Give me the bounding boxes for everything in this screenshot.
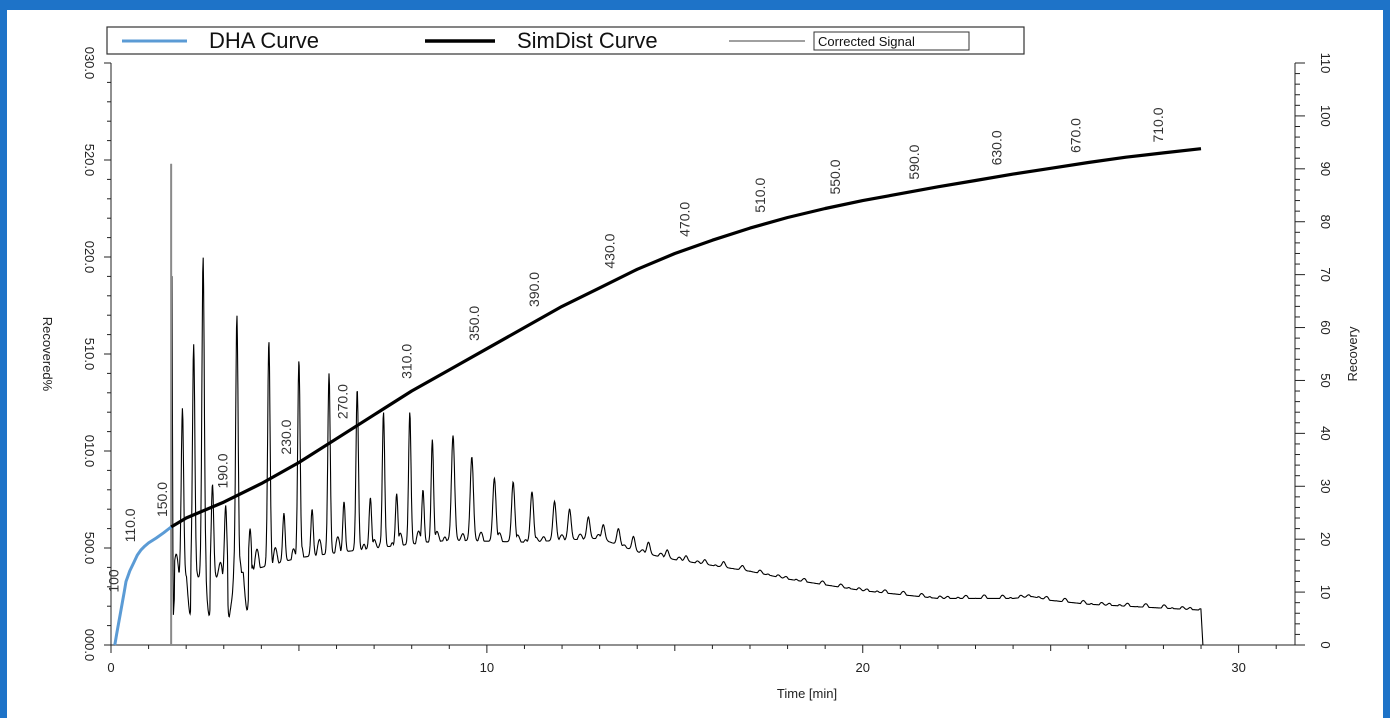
chart-window: DHA Curve SimDist Curve Corrected Signal…	[7, 10, 1383, 718]
axes: 0 10 20 30000.0500.0010.0510.0020.0520.0030…	[82, 47, 1333, 675]
legend-label-simdist: SimDist Curve	[517, 28, 658, 53]
y-left-tick-label: 020.0	[82, 241, 97, 274]
y-right-tick-label: 40	[1318, 426, 1333, 440]
legend-label-corrected: Corrected Signal	[818, 34, 915, 49]
y-right-tick-label: 0	[1318, 641, 1333, 648]
simdist-curve-line	[170, 147, 1202, 529]
y-axis-right-title: Recovery	[1345, 326, 1360, 381]
boiling-point-label: 590.0	[906, 144, 922, 179]
x-tick-label: 10	[480, 660, 494, 675]
x-tick-label: 20	[856, 660, 870, 675]
corrected-signal-line	[170, 163, 1204, 646]
boiling-point-label: 470.0	[677, 202, 693, 237]
y-right-tick-label: 80	[1318, 214, 1333, 228]
chromatogram-chart: DHA Curve SimDist Curve Corrected Signal…	[40, 26, 1360, 701]
x-tick-label: 30	[1231, 660, 1245, 675]
legend-label-frame	[813, 31, 970, 51]
x-tick-label: 0	[107, 660, 114, 675]
legend-label-dha: DHA Curve	[209, 28, 319, 53]
boiling-point-label: 350.0	[466, 306, 482, 341]
boiling-point-label: 190.0	[214, 453, 230, 488]
y-left-tick-label: 520.0	[82, 144, 97, 177]
y-axis-left-title: Recovered%	[40, 317, 55, 392]
y-right-tick-label: 50	[1318, 373, 1333, 387]
dha-curve-line	[113, 525, 173, 646]
series-layer	[113, 147, 1204, 646]
y-left-tick-label: 000.0	[82, 629, 97, 662]
boiling-point-label: 430.0	[601, 233, 617, 268]
y-right-tick-label: 10	[1318, 585, 1333, 599]
y-right-tick-label: 70	[1318, 267, 1333, 281]
y-left-tick-label: 010.0	[82, 435, 97, 468]
boiling-point-label: 710.0	[1150, 107, 1166, 142]
y-right-tick-label: 100	[1318, 105, 1333, 127]
boiling-point-label: 670.0	[1068, 118, 1084, 153]
boiling-point-label: 230.0	[278, 419, 294, 454]
boiling-point-label: 510.0	[752, 178, 768, 213]
y-right-tick-label: 20	[1318, 532, 1333, 546]
boiling-point-label: 550.0	[827, 159, 843, 194]
boiling-point-label: 110.0	[122, 508, 138, 542]
boiling-point-label: 310.0	[398, 344, 414, 379]
y-right-tick-label: 110	[1318, 53, 1333, 74]
y-left-tick-label: 500.0	[82, 532, 97, 565]
boiling-point-label: 270.0	[335, 384, 351, 419]
boiling-point-labels: 100 110.0 150.0 190.0 230.0 270.0 310.0 350.0 39…	[105, 107, 1166, 592]
x-axis-title: Time [min]	[777, 686, 837, 701]
y-right-tick-label: 30	[1318, 479, 1333, 493]
y-right-tick-label: 90	[1318, 162, 1333, 176]
y-right-tick-label: 60	[1318, 320, 1333, 334]
boiling-point-label: 150.0	[154, 482, 170, 517]
y-left-tick-label: 030.0	[82, 47, 97, 80]
boiling-point-label: 390.0	[526, 272, 542, 307]
y-left-tick-label: 510.0	[82, 338, 97, 371]
boiling-point-label: 100	[105, 569, 121, 593]
boiling-point-label: 630.0	[989, 130, 1005, 165]
